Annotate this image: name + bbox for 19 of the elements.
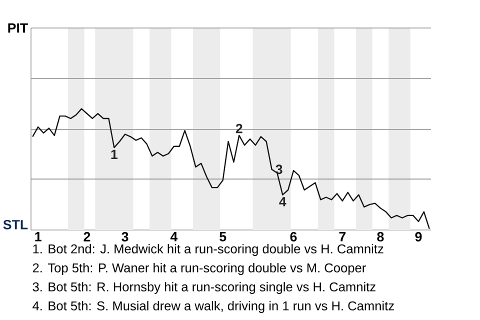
- x-tick-label: 1: [35, 232, 42, 242]
- x-tick-label: 8: [377, 232, 384, 242]
- x-tick-label: 2: [84, 232, 90, 242]
- annotation: 4: [279, 197, 286, 206]
- text: 4. Bot 5th: S. Musial drew a walk, driving in 1 run vs H. Camnitz: [32, 301, 394, 313]
- x-tick-label: 7: [339, 232, 346, 242]
- annotation: 1: [111, 150, 118, 160]
- text: 3. Bot 5th: R. Hornsby hit a run-scoring single vs H. Camnitz: [32, 282, 376, 294]
- text: STL: [3, 220, 28, 230]
- text: 2. Top 5th: P. Waner hit a run-scoring double vs M. Cooper: [32, 263, 366, 275]
- annotation: 2: [236, 124, 242, 134]
- x-tick-label: 5: [220, 232, 226, 242]
- text: 1. Bot 2nd: J. Medwick hit a run-scoring double vs H. Camnitz: [33, 244, 384, 256]
- text: PIT: [8, 23, 28, 33]
- x-tick-label: 9: [415, 232, 422, 242]
- x-tick-label: 4: [170, 232, 178, 242]
- x-tick-label: 6: [290, 232, 297, 242]
- annotation: 3: [276, 164, 282, 174]
- x-tick-label: 3: [122, 232, 128, 242]
